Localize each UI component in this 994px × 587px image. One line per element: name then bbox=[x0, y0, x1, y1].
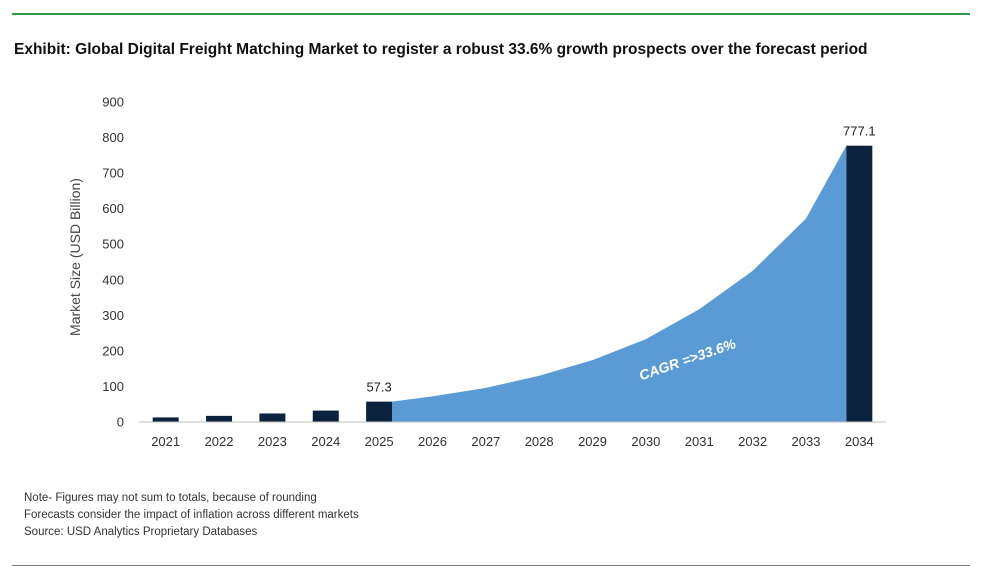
x-tick-label: 2028 bbox=[525, 434, 554, 449]
bar-2021 bbox=[152, 417, 179, 422]
x-tick-label: 2023 bbox=[258, 434, 287, 449]
y-tick-label: 400 bbox=[102, 272, 124, 287]
x-tick-label: 2025 bbox=[365, 434, 394, 449]
x-tick-label: 2021 bbox=[151, 434, 180, 449]
y-tick-label: 800 bbox=[102, 130, 124, 145]
bottom-rule bbox=[12, 565, 970, 566]
y-tick-label: 0 bbox=[117, 415, 124, 430]
plot-area: 57.3 777.1 0 100 200 300 400 500 600 700 800 900 202… bbox=[67, 95, 886, 449]
x-tick-label: 2022 bbox=[205, 434, 234, 449]
note-source: Source: USD Analytics Proprietary Databa… bbox=[24, 526, 258, 538]
x-tick-label: 2033 bbox=[792, 434, 821, 449]
top-rule bbox=[12, 13, 970, 15]
note-rounding: Note- Figures may not sum to totals, bec… bbox=[24, 492, 317, 504]
x-tick-label: 2026 bbox=[418, 434, 447, 449]
y-tick-label: 900 bbox=[102, 95, 124, 110]
y-tick-label: 100 bbox=[102, 379, 124, 394]
data-label-2034: 777.1 bbox=[843, 124, 876, 139]
x-tick-label: 2030 bbox=[631, 434, 660, 449]
bar-2023 bbox=[259, 413, 286, 422]
footnotes: Note- Figures may not sum to totals, bec… bbox=[24, 490, 359, 541]
x-tick-label: 2029 bbox=[578, 434, 607, 449]
x-tick-label: 2032 bbox=[738, 434, 767, 449]
data-label-2025: 57.3 bbox=[366, 380, 391, 395]
bar-2025 bbox=[366, 401, 393, 422]
y-tick-label: 600 bbox=[102, 201, 124, 216]
x-tick-label: 2034 bbox=[845, 434, 874, 449]
chart-title: Exhibit: Global Digital Freight Matching… bbox=[14, 41, 868, 58]
y-tick-label: 700 bbox=[102, 166, 124, 181]
y-tick-label: 500 bbox=[102, 237, 124, 252]
x-tick-label: 2027 bbox=[471, 434, 500, 449]
x-tick-label: 2031 bbox=[685, 434, 714, 449]
y-tick-label: 300 bbox=[102, 308, 124, 323]
note-inflation: Forecasts consider the impact of inflati… bbox=[24, 509, 359, 521]
x-tick-label: 2024 bbox=[311, 434, 340, 449]
bar-2034 bbox=[846, 145, 873, 422]
bar-2022 bbox=[206, 415, 233, 422]
y-axis-title: Market Size (USD Billion) bbox=[67, 178, 83, 336]
forecast-area bbox=[392, 145, 847, 422]
y-tick-label: 200 bbox=[102, 343, 124, 358]
bar-2024 bbox=[312, 410, 339, 422]
